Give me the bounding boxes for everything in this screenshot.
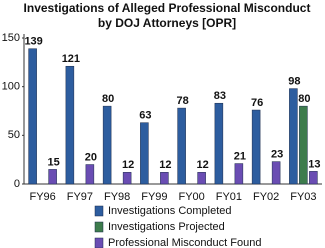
value-label: 76 (251, 97, 263, 109)
legend-label: Investigations Completed (108, 205, 232, 217)
bar (299, 105, 308, 185)
bar (177, 107, 186, 185)
bar (85, 164, 95, 185)
x-tick-label: FY01 (216, 191, 242, 203)
value-label: 80 (298, 93, 310, 105)
x-tick-label: FY96 (29, 191, 55, 203)
bar (28, 48, 37, 185)
value-label: 98 (288, 76, 300, 88)
legend-swatch (94, 221, 104, 233)
bar (122, 172, 132, 185)
legend-swatch (94, 237, 104, 248)
bar (234, 163, 244, 185)
value-label: 12 (159, 159, 171, 171)
value-label: 20 (85, 151, 97, 163)
legend-swatch (94, 205, 104, 217)
y-tick-label: 0 (14, 178, 20, 190)
bar (214, 102, 224, 185)
value-label: 21 (234, 150, 246, 162)
value-label: 23 (271, 149, 283, 161)
value-label: 78 (177, 95, 189, 107)
x-tick-label: FY03 (290, 191, 316, 203)
bar (251, 109, 261, 185)
bar (197, 172, 206, 185)
bar (102, 105, 112, 185)
bar (289, 88, 298, 185)
y-tick-label: 50 (8, 129, 20, 141)
value-label: 63 (139, 110, 151, 122)
value-label: 12 (122, 159, 134, 171)
value-label: 13 (308, 158, 320, 170)
x-tick-label: FY98 (104, 191, 130, 203)
x-tick-label: FY02 (253, 191, 279, 203)
value-label: 80 (102, 93, 114, 105)
bar (271, 161, 281, 185)
bar (160, 172, 169, 185)
value-label: 83 (214, 90, 226, 102)
x-tick-label: FY00 (178, 191, 204, 203)
value-label: 15 (48, 156, 60, 168)
chart-title: Investigations of Alleged Professional M… (23, 1, 311, 30)
y-tick-label: 100 (2, 81, 20, 93)
x-tick-label: FY97 (67, 191, 93, 203)
y-tick-label: 150 (2, 32, 20, 44)
bar (65, 65, 75, 185)
legend-label: Professional Misconduct Found (108, 237, 261, 248)
bar (140, 122, 149, 185)
bar (309, 171, 318, 185)
x-tick-label: FY99 (141, 191, 167, 203)
legend-label: Investigations Projected (108, 221, 225, 233)
value-label: 121 (62, 53, 80, 65)
value-label: 139 (24, 36, 42, 48)
value-label: 12 (197, 159, 209, 171)
bar (48, 169, 57, 185)
